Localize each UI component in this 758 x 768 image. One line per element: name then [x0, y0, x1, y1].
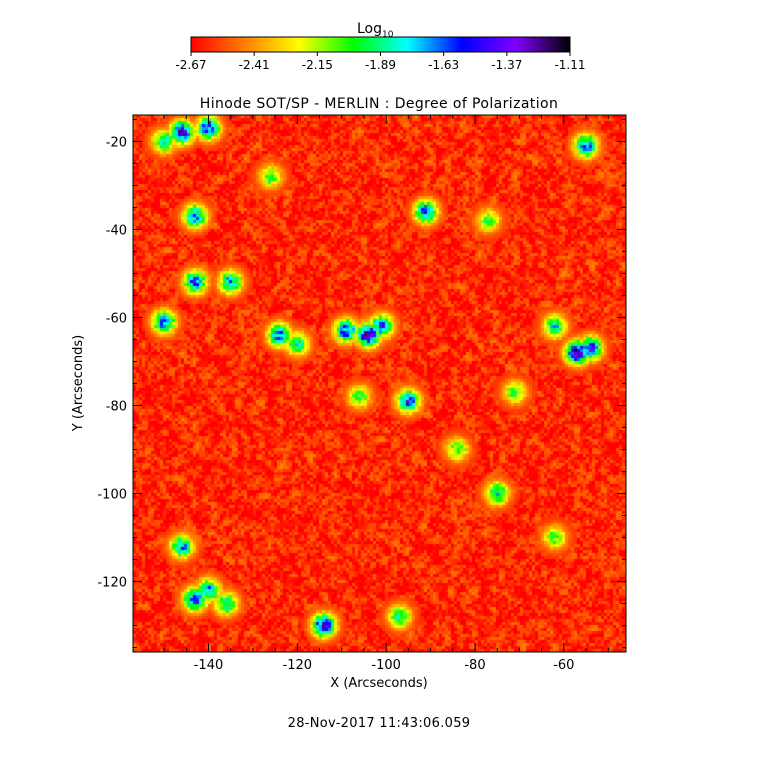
y-axis-label: Y (Arcseconds): [71, 335, 86, 432]
x-tick-label: -60: [553, 658, 574, 673]
x-axis: -140 -120 -100 -80 -60: [163, 115, 609, 673]
colorbar: [190, 36, 571, 53]
y-tick-label: -60: [106, 311, 127, 326]
y-tick-label: -80: [106, 400, 127, 415]
y-tick-label: -40: [106, 223, 127, 238]
chart-title: Hinode SOT/SP - MERLIN : Degree of Polar…: [200, 96, 558, 112]
timestamp: 28-Nov-2017 11:43:06.059: [287, 716, 471, 731]
colorbar-title-main: Log: [357, 21, 382, 37]
y-tick-label: -100: [97, 488, 127, 503]
y-tick-label: -120: [97, 576, 127, 591]
x-tick-label: -140: [194, 658, 224, 673]
colorbar-ticks: -2.67 -2.41 -2.15 -1.89 -1.63 -1.37 -1.11: [175, 52, 586, 72]
colorbar-tick-label: -1.37: [491, 58, 522, 72]
x-tick-label: -120: [283, 658, 313, 673]
x-axis-label: X (Arcseconds): [330, 676, 427, 691]
colorbar-tick-label: -1.11: [554, 58, 585, 72]
colorbar-tick-label: -1.89: [365, 58, 396, 72]
colorbar-title: Log10: [357, 21, 394, 40]
colorbar-tick-label: -1.63: [428, 58, 459, 72]
colorbar-tick-label: -2.15: [302, 58, 333, 72]
colorbar-tick-label: -2.67: [175, 58, 206, 72]
colorbar-title-subscript: 10: [382, 30, 394, 40]
colorbar-tick-label: -2.41: [239, 58, 270, 72]
y-axis: -20 -40 -60 -80 -100 -120: [97, 118, 626, 649]
x-tick-label: -80: [464, 658, 485, 673]
x-tick-label: -100: [371, 658, 401, 673]
heatmap-image: [133, 115, 626, 652]
y-tick-label: -20: [106, 135, 127, 150]
